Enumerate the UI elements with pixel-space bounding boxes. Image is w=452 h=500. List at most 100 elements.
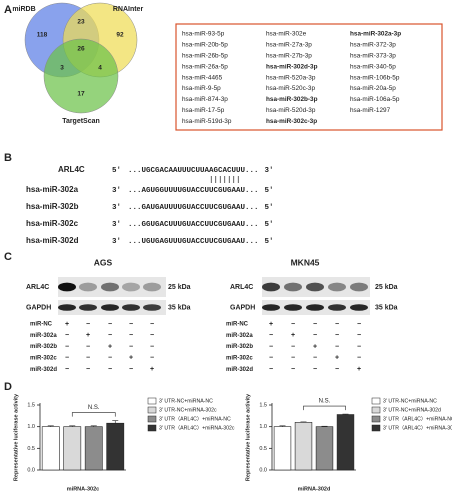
legend-label: 3' UTR（ARL4C）+miRNA-302d bbox=[383, 424, 452, 431]
lane-sign: − bbox=[335, 366, 339, 373]
bar bbox=[106, 422, 125, 471]
sequence-segment: ...AGUGGUUUUGUACCU bbox=[128, 187, 210, 195]
lane-sign: − bbox=[291, 321, 295, 328]
lane-sign: + bbox=[86, 332, 90, 339]
significance-bracket bbox=[303, 405, 346, 411]
blot-band bbox=[143, 304, 161, 311]
sequence-end: 5' bbox=[265, 187, 274, 195]
size-label: 25 kDa bbox=[375, 284, 398, 291]
panel-label: D bbox=[4, 381, 12, 393]
mirna-item: hsa-miR-302c-3p bbox=[266, 118, 317, 125]
lane-sign: − bbox=[313, 321, 317, 328]
blot-band bbox=[58, 304, 76, 311]
blot-band bbox=[101, 282, 119, 292]
lane-sign: − bbox=[313, 366, 317, 373]
lane-sign: − bbox=[269, 366, 273, 373]
lane-sign: + bbox=[291, 332, 295, 339]
sequence-end: 5' bbox=[112, 167, 121, 175]
lane-sign: − bbox=[65, 366, 69, 373]
venn-circle bbox=[43, 38, 119, 114]
sequence-segment: ...UGCGACAAUUUCUUA bbox=[128, 167, 210, 175]
lane-label: miR-302b bbox=[226, 344, 253, 350]
blot-band bbox=[79, 282, 97, 292]
venn-count: 26 bbox=[77, 46, 85, 53]
lane-sign: − bbox=[129, 343, 133, 350]
sequence-end: 3' bbox=[112, 187, 121, 195]
mirna-item: hsa-miR-4465 bbox=[182, 74, 223, 81]
mirna-item: hsa-miR-373-3p bbox=[350, 52, 396, 59]
legend-swatch bbox=[147, 424, 157, 432]
mirna-item: hsa-miR-340-5p bbox=[350, 63, 396, 70]
legend-swatch bbox=[371, 415, 381, 423]
y-tick-label: 0.0 bbox=[259, 467, 267, 473]
bar bbox=[294, 422, 313, 471]
y-tick-label: 0.0 bbox=[27, 467, 35, 473]
blot-band bbox=[122, 282, 140, 292]
legend-swatch bbox=[371, 397, 381, 405]
mirna-item: hsa-miR-519d-3p bbox=[182, 118, 232, 125]
blot-band bbox=[350, 282, 368, 292]
sequence-segment: UCGUGAA bbox=[209, 221, 241, 229]
sequence-end: 5' bbox=[265, 238, 274, 246]
significance-label: N.S. bbox=[88, 405, 100, 411]
bar bbox=[315, 426, 334, 471]
y-axis-label: Representative luciferase activity bbox=[13, 393, 19, 481]
legend-swatch bbox=[147, 397, 157, 405]
lane-sign: − bbox=[86, 321, 90, 328]
blot-band bbox=[284, 282, 302, 292]
lane-sign: − bbox=[86, 343, 90, 350]
blot-band bbox=[328, 304, 346, 311]
panel-label: B bbox=[4, 152, 12, 164]
bar bbox=[336, 414, 355, 471]
lane-sign: − bbox=[150, 355, 154, 362]
size-label: 25 kDa bbox=[168, 284, 191, 291]
lane-sign: − bbox=[129, 366, 133, 373]
size-label: 35 kDa bbox=[168, 304, 191, 311]
blot-band bbox=[262, 304, 280, 311]
lane-sign: − bbox=[129, 332, 133, 339]
venn-count: 3 bbox=[60, 65, 64, 72]
legend-swatch bbox=[371, 424, 381, 432]
sequence-end: 5' bbox=[265, 221, 274, 229]
mirna-item: hsa-miR-20a-5p bbox=[350, 85, 396, 92]
lane-sign: − bbox=[86, 366, 90, 373]
sequence-name: hsa-miR-302c bbox=[26, 219, 79, 228]
legend-label: 3' UTR-NC+miRNA-302d bbox=[383, 407, 441, 413]
legend-label: 3' UTR-NC+miRNA-NC bbox=[159, 398, 213, 404]
bar bbox=[273, 426, 292, 471]
sequence-segment: UCGUGAA bbox=[209, 187, 241, 195]
lane-sign: − bbox=[108, 321, 112, 328]
venn-set-label: RNAInter bbox=[113, 6, 144, 13]
sequence-end: 5' bbox=[265, 204, 274, 212]
lane-sign: − bbox=[357, 332, 361, 339]
lane-label: miR-NC bbox=[30, 322, 53, 328]
sequence-end: 3' bbox=[112, 204, 121, 212]
legend-swatch bbox=[371, 406, 381, 414]
mirna-item: hsa-miR-372-3p bbox=[350, 42, 396, 49]
lane-sign: − bbox=[269, 355, 273, 362]
lane-sign: − bbox=[108, 355, 112, 362]
mirna-item: hsa-miR-1297 bbox=[350, 107, 391, 114]
blot-band bbox=[143, 282, 161, 292]
mirna-item: hsa-miR-302e bbox=[266, 31, 307, 38]
sequence-name: hsa-miR-302a bbox=[26, 185, 79, 194]
lane-sign: − bbox=[150, 332, 154, 339]
sequence-end: 3' bbox=[112, 221, 121, 229]
lane-sign: − bbox=[108, 366, 112, 373]
bar bbox=[84, 426, 103, 471]
sequence-segment: U... bbox=[241, 167, 259, 175]
mirna-item: hsa-miR-302a-3p bbox=[350, 31, 401, 38]
mirna-item: hsa-miR-17-5p bbox=[182, 107, 225, 114]
mirna-item: hsa-miR-302b-3p bbox=[266, 96, 318, 103]
lane-sign: − bbox=[108, 332, 112, 339]
legend-label: 3' UTR-NC+miRNA-302c bbox=[159, 407, 217, 413]
mirna-item: hsa-miR-520d-3p bbox=[266, 107, 316, 114]
blot-band bbox=[306, 282, 324, 292]
mirna-box bbox=[175, 23, 443, 131]
mirna-item: hsa-miR-520c-3p bbox=[266, 85, 315, 92]
lane-sign: − bbox=[357, 355, 361, 362]
sequence-segment: U... bbox=[241, 187, 259, 195]
mirna-item: hsa-miR-520a-3p bbox=[266, 74, 316, 81]
lane-sign: − bbox=[269, 332, 273, 339]
